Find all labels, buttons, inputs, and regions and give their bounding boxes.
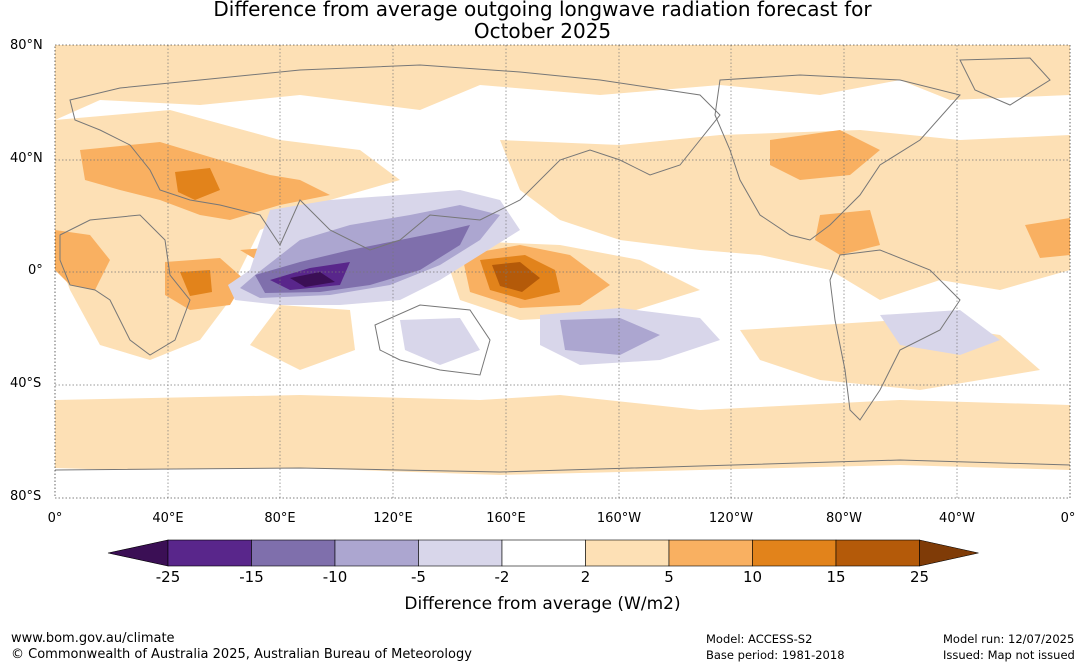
map-graticule	[55, 45, 1070, 498]
coastline-africa	[59, 214, 191, 356]
footer-website: www.bom.gov.au/climate	[11, 631, 175, 646]
footer-issued: Issued: Map not issued	[943, 648, 1075, 662]
colorbar-tick-label: 5	[664, 568, 674, 586]
colorbar-segment	[167, 539, 252, 567]
footer-model-run: Model run: 12/07/2025	[943, 632, 1075, 646]
anomaly-region	[290, 272, 335, 287]
colorbar-segment	[251, 539, 336, 567]
coastline-australia	[374, 304, 491, 376]
colorbar-tick-label: -5	[411, 568, 426, 586]
anomaly-fields	[55, 45, 1070, 475]
lon-label: 80°W	[826, 511, 862, 526]
anomaly-region	[560, 318, 660, 355]
colorbar-tick-label: 25	[909, 568, 930, 586]
anomaly-region	[55, 45, 1070, 120]
coastline-eurasia	[69, 64, 721, 251]
coastlines	[55, 57, 1070, 473]
anomaly-region	[250, 305, 355, 370]
anomaly-region	[492, 262, 540, 292]
anomaly-region	[55, 395, 1070, 475]
coastline-south-america	[829, 249, 961, 421]
anomaly-region	[400, 318, 480, 365]
colorbar-segment	[334, 539, 419, 567]
lon-label: 80°E	[264, 511, 296, 526]
colorbar-segment	[668, 539, 753, 567]
lon-label: 120°E	[373, 511, 413, 526]
colorbar-tick-label: -15	[239, 568, 264, 586]
lat-label: 40°N	[10, 151, 43, 166]
colorbar-tick-label: -2	[494, 568, 510, 586]
lon-label: 120°W	[708, 511, 754, 526]
lat-label: 40°S	[10, 376, 42, 391]
footer-base-period: Base period: 1981-2018	[706, 648, 845, 662]
coastline-north-america	[714, 74, 961, 241]
colorbar	[107, 539, 979, 567]
colorbar-segment	[418, 539, 503, 567]
colorbar-tick-label: 2	[580, 568, 591, 586]
colorbar-title: Difference from average (W/m2)	[404, 594, 681, 614]
anomaly-region	[770, 130, 880, 180]
lat-label: 0°	[28, 263, 43, 278]
anomaly-map	[54, 44, 1071, 499]
footer-model: Model: ACCESS-S2	[706, 632, 813, 646]
anomaly-region	[55, 230, 110, 290]
lon-label: 40°E	[152, 511, 184, 526]
colorbar-extend-high	[919, 539, 979, 567]
coastline-greenland	[959, 57, 1051, 106]
anomaly-region	[880, 310, 1000, 355]
colorbar-segment	[501, 539, 586, 567]
lat-label: 80°S	[10, 489, 42, 504]
colorbar-tick-label: -10	[322, 568, 348, 586]
colorbar-tick-label: 10	[742, 568, 763, 586]
anomaly-region	[500, 130, 1070, 300]
anomaly-region	[180, 270, 212, 296]
map-frame	[54, 44, 1071, 499]
colorbar-tick-label: -25	[155, 568, 181, 586]
coastline-antarctica	[55, 459, 1070, 473]
colorbar-segment	[585, 539, 670, 567]
lon-label: 160°E	[486, 511, 526, 526]
lat-label: 80°N	[10, 38, 43, 53]
lon-label: 40°W	[939, 511, 975, 526]
anomaly-region	[815, 210, 880, 255]
lon-label: 0°	[1060, 511, 1076, 526]
lon-label: 160°W	[596, 511, 642, 526]
footer-copyright: © Commonwealth of Australia 2025, Austra…	[11, 647, 472, 662]
anomaly-region	[175, 168, 220, 200]
colorbar-segment	[835, 539, 920, 567]
lon-label: 0°	[47, 511, 63, 526]
anomaly-region	[1025, 218, 1070, 258]
colorbar-tick-label: 15	[826, 568, 846, 586]
colorbar-segment	[752, 539, 837, 567]
colorbar-extend-low	[107, 539, 169, 567]
map-title-line2: October 2025	[473, 19, 612, 43]
map-title-line1: Difference from average outgoing longwav…	[213, 0, 872, 21]
